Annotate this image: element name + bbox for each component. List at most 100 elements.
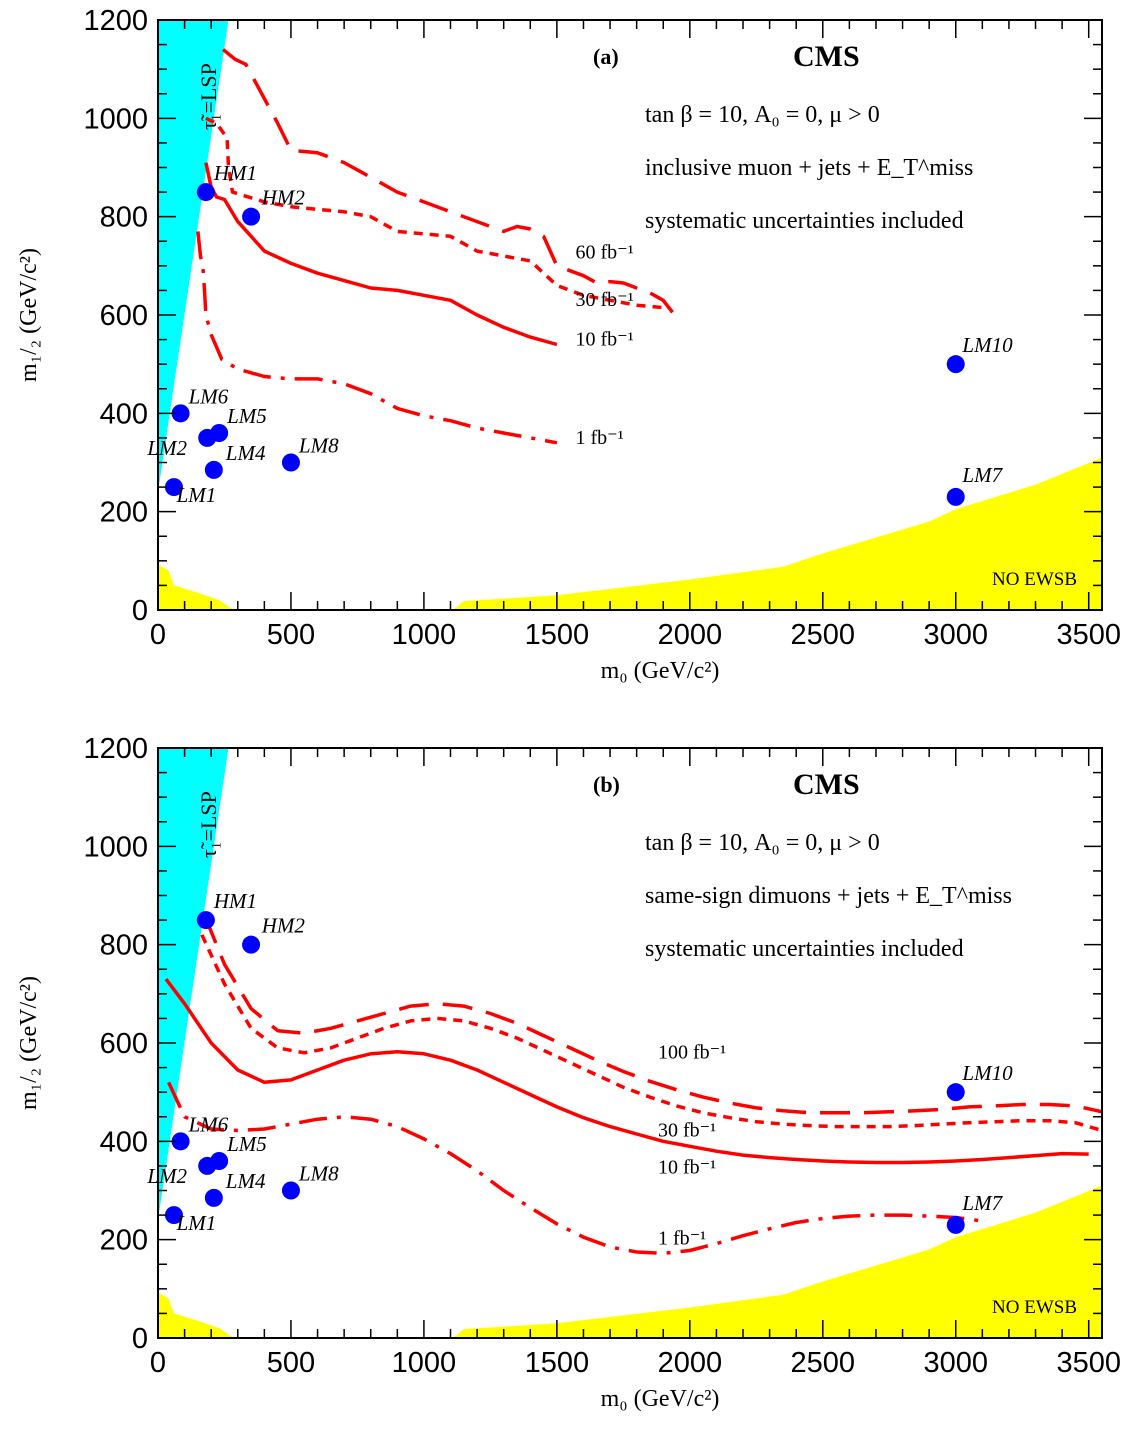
benchmark-marker [947, 1083, 965, 1101]
benchmark-label: LM8 [298, 1162, 339, 1186]
benchmark-marker [947, 355, 965, 373]
curve-label: 1 fb⁻¹ [658, 1228, 706, 1250]
y-tick-label: 0 [132, 1323, 148, 1355]
y-tick-label: 0 [132, 595, 148, 627]
benchmark-label: LM7 [961, 463, 1003, 487]
benchmark-label: HM1 [213, 889, 257, 913]
benchmark-marker [210, 1152, 228, 1170]
experiment-label: CMS [793, 768, 860, 801]
panel-a: τ̃₁=LSP NO EWSB 60 fb⁻¹ 30 fb⁻¹ 10 fb⁻¹ 1 fb⁻… [16, 5, 1121, 684]
benchmark-label: HM2 [261, 913, 306, 937]
benchmark-label: LM7 [961, 1191, 1003, 1215]
panel-label: (a) [593, 44, 619, 69]
curve-dashdot [169, 1082, 983, 1253]
x-tick-label: 1500 [525, 1347, 590, 1379]
curve-longdash [223, 50, 676, 318]
x-tick-label: 2500 [791, 619, 856, 651]
benchmark-marker [947, 488, 965, 506]
x-tick-label: 3000 [923, 619, 988, 651]
benchmark-label: HM2 [261, 185, 306, 209]
curve-label: 30 fb⁻¹ [576, 289, 634, 311]
x-tick-label: 2500 [791, 1347, 856, 1379]
benchmark-marker [197, 911, 215, 929]
benchmark-label: LM10 [961, 333, 1013, 357]
panel-b: τ̃₁=LSP NO EWSB 100 fb⁻¹ 30 fb⁻¹ 10 fb⁻¹ 1 fb… [16, 733, 1121, 1412]
curve-solid [206, 163, 557, 345]
benchmark-label: LM4 [225, 1169, 266, 1193]
benchmark-marker [205, 461, 223, 479]
curve-label: 30 fb⁻¹ [658, 1119, 716, 1141]
x-axis-title: m₀ (GeV/c²) [601, 658, 720, 684]
x-tick-label: 0 [150, 619, 166, 651]
plot-area [158, 20, 1102, 610]
x-tick-label: 500 [267, 1347, 315, 1379]
curve-label: 10 fb⁻¹ [576, 328, 634, 350]
benchmark-marker [282, 1182, 300, 1200]
y-tick-label: 400 [100, 1126, 148, 1158]
x-tick-label: 1000 [392, 619, 457, 651]
x-tick-label: 2000 [658, 1347, 723, 1379]
y-tick-label: 600 [100, 1028, 148, 1060]
curve-shortdash [206, 118, 663, 307]
stau-lsp-label: τ̃₁=LSP [196, 791, 221, 858]
benchmark-label: LM5 [226, 404, 267, 428]
y-tick-label: 200 [100, 497, 148, 529]
y-tick-label: 800 [100, 930, 148, 962]
x-axis-title: m₀ (GeV/c²) [601, 1386, 720, 1412]
y-tick-label: 1000 [83, 831, 148, 863]
benchmark-marker [242, 208, 260, 226]
info-line: systematic uncertainties included [645, 936, 964, 962]
curve-label: 10 fb⁻¹ [658, 1156, 716, 1178]
curve-solid [166, 979, 1089, 1162]
y-tick-label: 1200 [83, 733, 148, 765]
benchmark-marker [210, 424, 228, 442]
curve-label: 100 fb⁻¹ [658, 1042, 726, 1064]
benchmark-label: LM6 [188, 385, 229, 409]
benchmark-marker [242, 936, 260, 954]
y-tick-label: 400 [100, 398, 148, 430]
x-tick-label: 1500 [525, 619, 590, 651]
benchmark-label: LM2 [146, 1164, 187, 1188]
benchmark-label: LM5 [226, 1132, 267, 1156]
benchmark-label: HM1 [213, 161, 257, 185]
benchmark-marker [947, 1216, 965, 1234]
info-line: same-sign dimuons + jets + E_T^miss [645, 883, 1012, 909]
y-tick-label: 1000 [83, 103, 148, 135]
benchmark-marker [197, 183, 215, 201]
curve-label: 60 fb⁻¹ [576, 241, 634, 263]
x-tick-label: 0 [150, 1347, 166, 1379]
x-tick-label: 2000 [658, 619, 723, 651]
no-ewsb-label: NO EWSB [992, 569, 1077, 590]
benchmark-label: LM1 [176, 1211, 217, 1235]
benchmark-label: LM1 [176, 483, 217, 507]
curve-label: 1 fb⁻¹ [576, 427, 624, 449]
x-tick-label: 3500 [1056, 619, 1121, 651]
region-lep-excluded [158, 1293, 234, 1338]
stau-lsp-label: τ̃₁=LSP [196, 63, 221, 130]
y-tick-label: 200 [100, 1225, 148, 1257]
experiment-label: CMS [793, 40, 860, 73]
info-line: tan β = 10, A₀ = 0, μ > 0 [645, 102, 880, 128]
x-tick-label: 1000 [392, 1347, 457, 1379]
panel-label: (b) [593, 772, 620, 797]
benchmark-label: LM6 [188, 1113, 229, 1137]
region-lep-excluded [158, 565, 234, 610]
y-tick-label: 800 [100, 202, 148, 234]
plot-area [158, 748, 1102, 1338]
no-ewsb-label: NO EWSB [992, 1297, 1077, 1318]
y-axis-title: m₁/₂ (GeV/c²) [16, 976, 42, 1110]
y-axis-title: m₁/₂ (GeV/c²) [16, 248, 42, 382]
benchmark-label: LM4 [225, 441, 266, 465]
curve-shortdash [202, 935, 1102, 1131]
benchmark-label: LM10 [961, 1061, 1013, 1085]
benchmark-label: LM8 [298, 434, 339, 458]
benchmark-marker [282, 454, 300, 472]
info-line: inclusive muon + jets + E_T^miss [645, 155, 973, 181]
info-line: systematic uncertainties included [645, 208, 964, 234]
x-tick-label: 500 [267, 619, 315, 651]
benchmark-label: LM2 [146, 436, 187, 460]
x-tick-label: 3500 [1056, 1347, 1121, 1379]
y-tick-label: 600 [100, 300, 148, 332]
benchmark-marker [205, 1189, 223, 1207]
